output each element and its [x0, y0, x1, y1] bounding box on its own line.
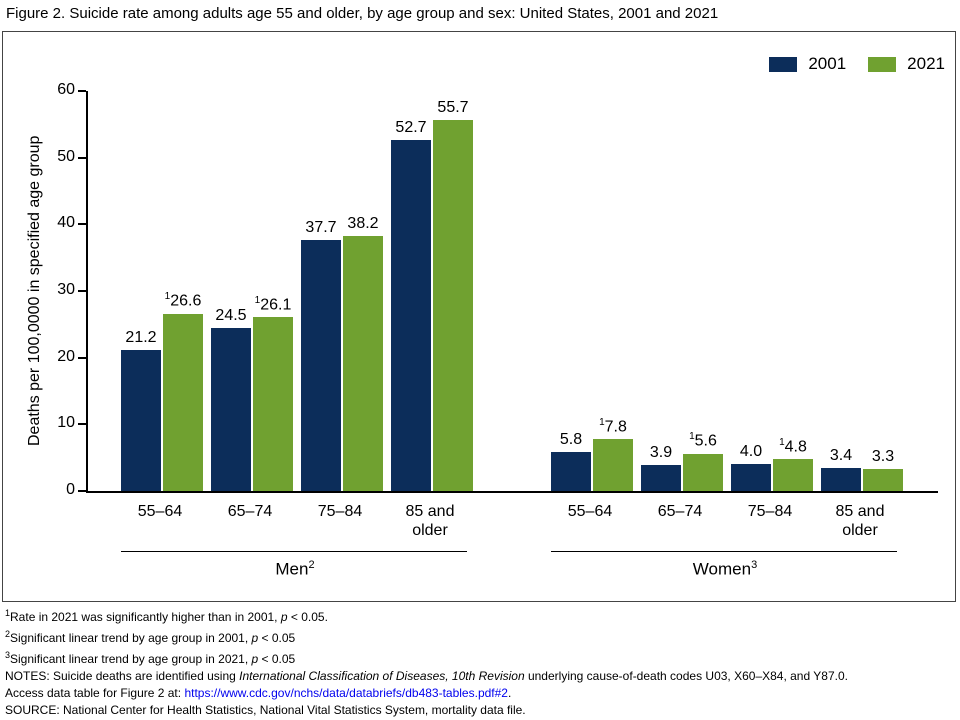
y-tick-label: 50	[57, 147, 75, 165]
footnote-text: SOURCE: National Center for Health Stati…	[5, 703, 526, 717]
category-label: 65–74	[227, 503, 273, 520]
bar-2001	[821, 468, 861, 491]
bar-2021	[433, 119, 473, 491]
bar-2021	[683, 453, 723, 491]
y-tick	[78, 490, 86, 492]
bar-2021	[773, 459, 813, 491]
legend-label: 2021	[907, 54, 945, 73]
footnote-text: Rate in 2021 was significantly higher th…	[10, 610, 281, 624]
bar-2001	[731, 464, 771, 491]
bar-2001	[301, 239, 341, 491]
category-label: 85 and older	[835, 503, 885, 539]
y-tick	[78, 423, 86, 426]
bar-value-label: 126.1	[254, 294, 292, 313]
bar-value-label: 126.6	[164, 291, 202, 310]
footnote-text: p	[251, 652, 259, 666]
footnote-line: NOTES: Suicide deaths are identified usi…	[5, 668, 955, 685]
footnote-link[interactable]: https://www.cdc.gov/nchs/data/databriefs…	[184, 686, 508, 700]
bar-value-label: 52.7	[395, 118, 427, 136]
footnote-line: 3Significant linear trend by age group i…	[5, 650, 296, 666]
significance-marker: 1	[164, 291, 171, 303]
bar-2001	[641, 465, 681, 491]
bar-value-label: 3.3	[871, 448, 895, 465]
bar-2021	[163, 313, 203, 491]
plot-area: 21.2 126.6 24.5 126.1 37.7 38.2 52.7 55.7 5.8 17.…	[86, 91, 938, 493]
group-underline	[121, 551, 467, 552]
footnote-text: p	[280, 610, 288, 624]
category-label: 75–84	[747, 503, 793, 520]
bar-value-label: 4.0	[739, 443, 763, 461]
y-tick	[78, 356, 86, 359]
y-tick	[78, 156, 86, 159]
legend-label: 2001	[808, 54, 847, 73]
bar-2021	[863, 469, 903, 491]
y-tick	[78, 290, 86, 292]
footnote-text: NOTES: Suicide deaths are identified usi…	[5, 669, 240, 683]
bar-value-label: 15.6	[689, 431, 717, 450]
bar-2001	[121, 349, 161, 491]
category-label: 65–74	[657, 503, 703, 520]
bar-2001	[211, 327, 251, 491]
bar-value-label: 3.9	[649, 444, 673, 461]
footnote-line: 1Rate in 2021 was significantly higher t…	[5, 608, 328, 624]
y-tick-label: 10	[57, 414, 75, 432]
bar-2021	[343, 236, 383, 491]
legend: 2001 2021	[769, 54, 945, 74]
footnote-text: Significant linear trend by age group in…	[10, 652, 252, 666]
footnotes: 1Rate in 2021 was significantly higher t…	[5, 605, 955, 719]
bar-value-label: 5.8	[559, 431, 583, 449]
significance-marker: 1	[599, 416, 605, 428]
y-tick-label: 30	[57, 281, 75, 298]
chart-frame: 2001 2021 Deaths per 100,0000 in specifie…	[2, 31, 956, 602]
significance-marker: 1	[779, 436, 785, 448]
y-tick-label: 40	[57, 214, 75, 232]
bar-2001	[391, 139, 431, 491]
y-tick-label: 0	[66, 481, 75, 498]
legend-item: 2001	[769, 54, 846, 74]
bar-value-label: 38.2	[347, 215, 379, 233]
y-tick	[78, 223, 86, 226]
category-label: 85 and older	[405, 503, 455, 539]
legend-swatch-2001	[769, 56, 798, 72]
bar-value-label: 14.8	[779, 436, 807, 455]
bar-value-label: 21.2	[125, 328, 157, 346]
bar-2021	[253, 317, 293, 491]
legend-item: 2021	[868, 54, 945, 74]
y-tick	[78, 90, 86, 92]
y-tick-label: 60	[57, 81, 75, 98]
footnote-text: underlying cause-of-death codes U03, X60…	[524, 669, 848, 683]
figure-title: Figure 2. Suicide rate among adults age …	[6, 5, 719, 22]
bar-value-label: 37.7	[305, 218, 337, 236]
significance-marker: 1	[254, 294, 261, 306]
footnote-text: .	[507, 686, 512, 700]
group-label-women: Women3	[692, 559, 758, 579]
bar-value-label: 55.7	[437, 98, 469, 116]
significance-marker: 1	[689, 431, 695, 443]
footnote-text: p	[251, 631, 259, 645]
group-underline	[551, 551, 897, 552]
bar-value-label: 3.4	[829, 447, 853, 465]
bar-value-label: 24.5	[215, 306, 247, 324]
category-label: 55–64	[137, 503, 183, 520]
legend-swatch-2021	[868, 56, 897, 72]
bar-2001	[551, 452, 591, 491]
y-tick-label: 20	[57, 347, 75, 365]
footnote-text: < 0.05.	[287, 610, 328, 624]
category-label: 75–84	[317, 503, 363, 520]
group-label-men: Men2	[275, 559, 315, 579]
footnote-text: Significant linear trend by age group in…	[10, 631, 252, 645]
footnote-line: 2Significant linear trend by age group i…	[5, 629, 296, 645]
footnote-text: < 0.05	[258, 652, 296, 666]
footnote-line: Access data table for Figure 2 at: https…	[5, 685, 955, 702]
footnote-text: < 0.05	[258, 631, 296, 645]
footnote-line: SOURCE: National Center for Health Stati…	[5, 702, 955, 719]
category-label: 55–64	[567, 503, 613, 520]
footnote-text: Access data table for Figure 2 at:	[5, 686, 185, 700]
footnote-text: International Classification of Diseases…	[239, 669, 525, 683]
bar-2021	[593, 439, 633, 491]
bar-value-label: 17.8	[599, 416, 627, 435]
